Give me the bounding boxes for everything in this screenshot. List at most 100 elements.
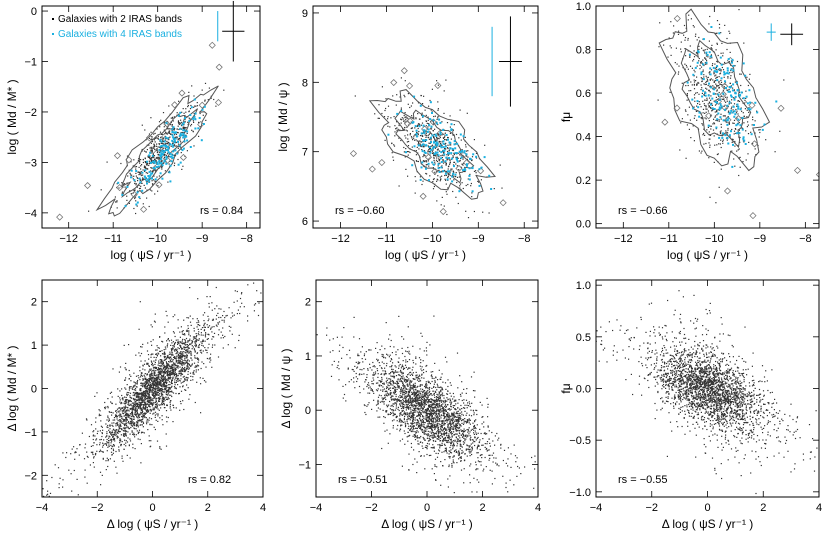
data-point [436, 137, 438, 139]
data-point [705, 142, 707, 145]
data-point [118, 450, 120, 452]
data-point [101, 451, 104, 453]
data-point-4iras [728, 101, 731, 104]
data-point [437, 84, 439, 86]
data-point-4iras [707, 124, 710, 127]
y-axis-label: log ( Md / M* ) [5, 79, 19, 154]
data-point [123, 423, 125, 425]
plot-area [56, 41, 225, 221]
data-point [127, 426, 129, 428]
data-point [96, 392, 98, 394]
data-point [133, 159, 135, 161]
data-point [177, 121, 179, 123]
data-point [148, 160, 150, 162]
data-point [144, 166, 146, 168]
data-point [429, 175, 431, 177]
data-point [693, 117, 695, 119]
x-tick-label: −12 [614, 233, 633, 245]
data-point [428, 123, 430, 125]
data-point [720, 123, 722, 125]
y-tick-label: 0.2 [576, 175, 591, 187]
data-point-4iras [722, 92, 725, 95]
data-point [166, 381, 168, 383]
data-point [177, 120, 180, 122]
data-point-4iras [170, 160, 173, 163]
data-point [699, 64, 701, 66]
data-point [420, 95, 422, 97]
data-point [706, 48, 708, 50]
data-point [709, 79, 711, 81]
data-point [700, 152, 702, 154]
data-point [726, 37, 728, 40]
data-point-4iras [430, 148, 433, 151]
data-point [725, 101, 727, 103]
data-point [177, 378, 180, 380]
data-point [151, 138, 153, 140]
data-point [444, 143, 446, 145]
data-point [159, 397, 161, 399]
data-point [124, 186, 126, 188]
data-point [419, 135, 422, 137]
data-point [201, 342, 203, 344]
data-point [160, 362, 162, 364]
data-point [475, 172, 477, 174]
data-point [122, 421, 124, 423]
data-point [423, 154, 425, 156]
data-point [431, 152, 434, 154]
data-point [704, 57, 706, 59]
data-point [137, 424, 139, 426]
data-point-4iras [425, 167, 427, 170]
data-point [465, 144, 467, 146]
data-point [109, 411, 111, 413]
data-point [674, 62, 676, 64]
data-point [414, 134, 416, 136]
data-point [172, 347, 174, 349]
data-point [740, 84, 742, 87]
data-point [76, 478, 78, 480]
data-point [392, 159, 395, 161]
data-point [162, 353, 164, 355]
outlier-marker [424, 153, 433, 161]
data-point [716, 120, 718, 122]
data-point [702, 71, 704, 73]
data-point [153, 139, 156, 141]
data-point [170, 133, 172, 135]
data-point [721, 42, 723, 44]
data-point [165, 358, 168, 360]
data-point-4iras [436, 151, 439, 154]
x-tick-label: −8 [240, 233, 253, 245]
data-point [723, 76, 725, 78]
data-point [152, 387, 154, 389]
data-point-4iras [447, 138, 449, 141]
data-point [142, 343, 144, 345]
data-point [95, 421, 97, 423]
data-point [152, 380, 154, 382]
data-point [743, 115, 745, 117]
data-point [153, 383, 156, 385]
data-point [449, 126, 451, 128]
data-point [162, 380, 164, 382]
data-point [687, 50, 689, 52]
data-point [477, 180, 479, 182]
data-point [168, 364, 170, 366]
data-point [444, 147, 446, 149]
data-point [126, 454, 128, 456]
data-point [193, 112, 195, 115]
data-point [141, 395, 143, 397]
data-point [131, 407, 133, 410]
data-point [178, 122, 180, 124]
data-point-4iras [182, 132, 185, 135]
data-point [116, 472, 118, 474]
data-point [164, 356, 167, 358]
data-point [149, 423, 151, 425]
data-point [162, 402, 165, 404]
data-point [119, 416, 121, 418]
data-point [165, 385, 167, 387]
data-point [167, 370, 169, 372]
data-point [153, 179, 155, 181]
data-point [135, 183, 137, 185]
data-point [194, 355, 196, 357]
data-point [133, 427, 135, 429]
data-point [167, 368, 170, 370]
data-point [446, 193, 448, 195]
